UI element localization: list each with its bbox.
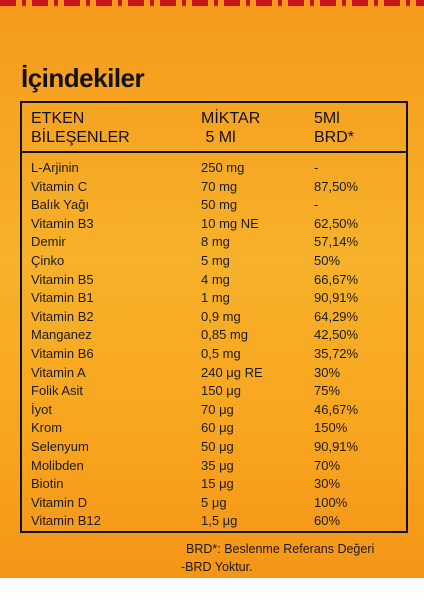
ingredients-table: ETKEN BİLEŞENLER MİKTAR 5 Ml 5Ml BRD* L-… — [20, 101, 408, 533]
ingredient-amount: 150 μg — [201, 383, 242, 399]
table-row: İyot 70 μg 46,67% — [22, 401, 406, 420]
ingredient-amount: 250 mg — [201, 160, 245, 175]
ingredient-amount: 1 mg — [201, 290, 230, 306]
ingredient-name: Balık Yağı — [31, 197, 90, 213]
ingredient-amount: 50 mg — [201, 197, 238, 213]
table-row: Vitamin D 5 μg 100% — [22, 494, 406, 513]
ingredient-amount: 5 μg — [201, 494, 227, 510]
ingredient-amount: 60 μg — [201, 420, 234, 436]
ingredient-rda: 70% — [314, 457, 341, 473]
ingredient-amount: 35 μg — [201, 457, 234, 473]
ingredient-name: Krom — [31, 420, 63, 436]
ingredient-amount: 50 μg — [201, 439, 234, 454]
header-rda: 5Ml BRD* — [314, 110, 355, 146]
ingredient-name: Molibden — [31, 457, 84, 473]
ingredient-amount: 240 μg RE — [201, 364, 263, 380]
ingredient-amount: 1,5 μg — [201, 513, 238, 529]
table-row: Krom 60 μg 150% — [22, 419, 406, 438]
footnote-no-rda: -BRD Yoktur. — [181, 560, 253, 574]
table-row: Vitamin B2 0,9 mg 64,29% — [22, 308, 406, 327]
ingredient-amount: 0,85 mg — [201, 327, 248, 343]
table-row: Vitamin B6 0,5 mg 35,72% — [22, 345, 406, 364]
ingredient-name: Demir — [31, 234, 66, 250]
ingredient-name: Selenyum — [31, 439, 89, 454]
ingredient-rda: 90,91% — [314, 290, 359, 306]
ingredient-amount: 0,9 mg — [201, 308, 241, 324]
table-row: Vitamin A 240 μg RE 30% — [22, 364, 406, 383]
ingredient-name: Vitamin D — [31, 494, 88, 510]
ingredient-name: İyot — [31, 401, 52, 417]
ingredient-rda: 42,50% — [314, 327, 359, 343]
table-row: Demir 8 mg 57,14% — [22, 233, 406, 252]
ingredient-rda: 150% — [314, 420, 348, 436]
ingredient-amount: 15 μg — [201, 476, 234, 492]
ingredient-rda: 50% — [314, 253, 341, 268]
ingredient-rda: 100% — [314, 494, 348, 510]
ingredient-rda: - — [314, 160, 319, 175]
ingredient-amount: 0,5 mg — [201, 346, 241, 361]
ingredient-rda: 57,14% — [314, 234, 359, 250]
table-row: Balık Yağı 50 mg - — [22, 196, 406, 215]
ingredient-rda: 64,29% — [314, 308, 359, 324]
ingredient-rda: 62,50% — [314, 215, 359, 231]
ingredient-name: Vitamin B6 — [31, 346, 94, 361]
ingredient-name: Vitamin B2 — [31, 308, 94, 324]
table-row: Folik Asit 150 μg 75% — [22, 382, 406, 401]
ingredient-amount: 8 mg — [201, 234, 230, 250]
table-row: Selenyum 50 μg 90,91% — [22, 438, 406, 457]
footnote-rda: BRD*: Beslenme Referans Değeri — [186, 542, 375, 556]
ingredient-rda: 30% — [314, 476, 341, 492]
header-amount: MİKTAR 5 Ml — [201, 110, 261, 146]
ingredient-amount: 10 mg NE — [201, 215, 259, 231]
table-row: Vitamin B5 4 mg 66,67% — [22, 271, 406, 290]
ingredient-amount: 4 mg — [201, 271, 230, 287]
ingredient-name: L-Arjinin — [31, 160, 79, 175]
ingredient-amount: 70 mg — [201, 178, 238, 194]
table-row: Vitamin C 70 mg 87,50% — [22, 178, 406, 197]
ingredient-rda: 60% — [314, 513, 341, 529]
ingredient-name: Vitamin B3 — [31, 215, 94, 231]
table-row: Vitamin B1 1 mg 90,91% — [22, 289, 406, 308]
ingredient-rda: 90,91% — [314, 439, 359, 454]
ingredient-name: Manganez — [31, 327, 92, 343]
ingredient-rda: 66,67% — [314, 271, 359, 287]
top-dashed-border — [0, 0, 424, 6]
page-title: İçindekiler — [21, 63, 145, 93]
table-row: L-Arjinin 250 mg - — [22, 159, 406, 178]
ingredient-rda: 87,50% — [314, 178, 359, 194]
table-row: Manganez 0,85 mg 42,50% — [22, 326, 406, 345]
table-row: Biotin 15 μg 30% — [22, 475, 406, 494]
ingredient-name: Vitamin C — [31, 178, 88, 194]
table-row: Vitamin B3 10 mg NE 62,50% — [22, 215, 406, 234]
ingredient-rda: 35,72% — [314, 346, 359, 361]
ingredient-name: Çinko — [31, 253, 65, 268]
ingredient-amount: 70 μg — [201, 401, 234, 417]
ingredient-amount: 5 mg — [201, 253, 230, 268]
ingredient-name: Biotin — [31, 476, 64, 492]
label-background: İçindekiler ETKEN BİLEŞENLER MİKTAR 5 Ml… — [0, 0, 424, 578]
ingredient-rda: 46,67% — [314, 401, 359, 417]
ingredient-rda: 30% — [314, 364, 341, 380]
ingredient-name: Vitamin B12 — [31, 513, 101, 529]
table-header: ETKEN BİLEŞENLER MİKTAR 5 Ml 5Ml BRD* — [22, 103, 406, 153]
ingredient-name: Vitamin B1 — [31, 290, 94, 306]
ingredient-name: Folik Asit — [31, 383, 84, 399]
ingredient-name: Vitamin B5 — [31, 271, 94, 287]
table-row: Vitamin B12 1,5 μg 60% — [22, 512, 406, 531]
table-row: Çinko 5 mg 50% — [22, 252, 406, 271]
ingredient-rda: - — [314, 197, 319, 213]
ingredient-name: Vitamin A — [31, 364, 86, 380]
table-row: Molibden 35 μg 70% — [22, 457, 406, 476]
header-active-ingredients: ETKEN BİLEŞENLER — [31, 110, 130, 146]
ingredient-rda: 75% — [314, 383, 341, 399]
